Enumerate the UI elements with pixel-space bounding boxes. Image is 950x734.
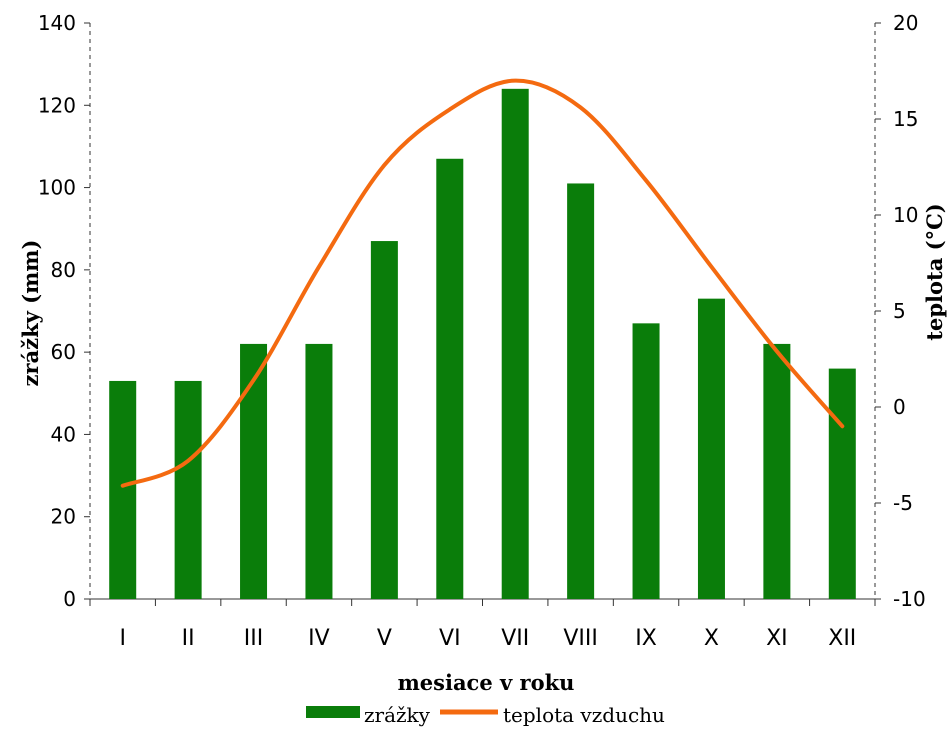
bar-zrazky xyxy=(436,158,464,599)
x-tick-label: II xyxy=(182,626,195,651)
y-tick-label: 140 xyxy=(38,11,76,35)
legend-swatch-zrazky xyxy=(306,706,360,718)
x-tick-label: XII xyxy=(828,626,856,651)
bar-zrazky xyxy=(174,380,202,599)
y2-tick-label: 20 xyxy=(893,11,918,35)
bar-zrazky xyxy=(567,183,595,599)
y2-tick-label: 15 xyxy=(893,107,918,131)
line-layer xyxy=(120,78,845,488)
bar-zrazky xyxy=(109,380,137,599)
bar-zrazky xyxy=(763,343,791,599)
bar-zrazky xyxy=(697,298,725,599)
bars-layer xyxy=(109,88,856,600)
x-tick-label: VIII xyxy=(563,626,598,651)
x-tick-label: X xyxy=(704,626,719,651)
y-tick-label: 80 xyxy=(51,258,76,282)
bar-zrazky xyxy=(501,88,529,599)
x-tick-label: I xyxy=(119,626,126,651)
bar-zrazky xyxy=(370,241,398,600)
y-tick-label: 20 xyxy=(51,505,76,529)
bar-zrazky xyxy=(828,368,856,599)
y2-tick-label: 0 xyxy=(893,395,906,419)
bar-zrazky xyxy=(305,343,333,599)
x-tick-label: V xyxy=(377,626,392,651)
x-axis-title: mesiace v roku xyxy=(398,670,575,695)
bar-zrazky xyxy=(632,323,660,599)
legend-label-teplota: teplota vzduchu xyxy=(503,703,665,727)
y-tick-label: 100 xyxy=(38,176,76,200)
y-tick-label: 120 xyxy=(38,93,76,117)
bar-zrazky xyxy=(240,343,268,599)
x-tick-label: IX xyxy=(635,626,657,651)
x-tick-label: III xyxy=(244,626,263,651)
y-tick-label: 40 xyxy=(51,422,76,446)
legend-label-zrazky: zrážky xyxy=(364,703,431,727)
x-tick-label: XI xyxy=(766,626,788,651)
y2-tick-label: -10 xyxy=(893,587,926,611)
x-tick-label: VI xyxy=(439,626,461,651)
line-teplota xyxy=(120,78,845,488)
y-tick-label: 0 xyxy=(63,587,76,611)
y-axis-title: zrážky (mm) xyxy=(18,240,43,387)
y-tick-label: 60 xyxy=(51,340,76,364)
y2-tick-label: -5 xyxy=(893,491,913,515)
y2-tick-label: 10 xyxy=(893,203,918,227)
y2-axis-title: teplota (°C) xyxy=(922,203,947,340)
y2-tick-label: 5 xyxy=(893,299,906,323)
legend: zrážky teplota vzduchu xyxy=(306,703,665,727)
x-tick-label: VII xyxy=(501,626,529,651)
x-tick-label: IV xyxy=(308,626,330,651)
